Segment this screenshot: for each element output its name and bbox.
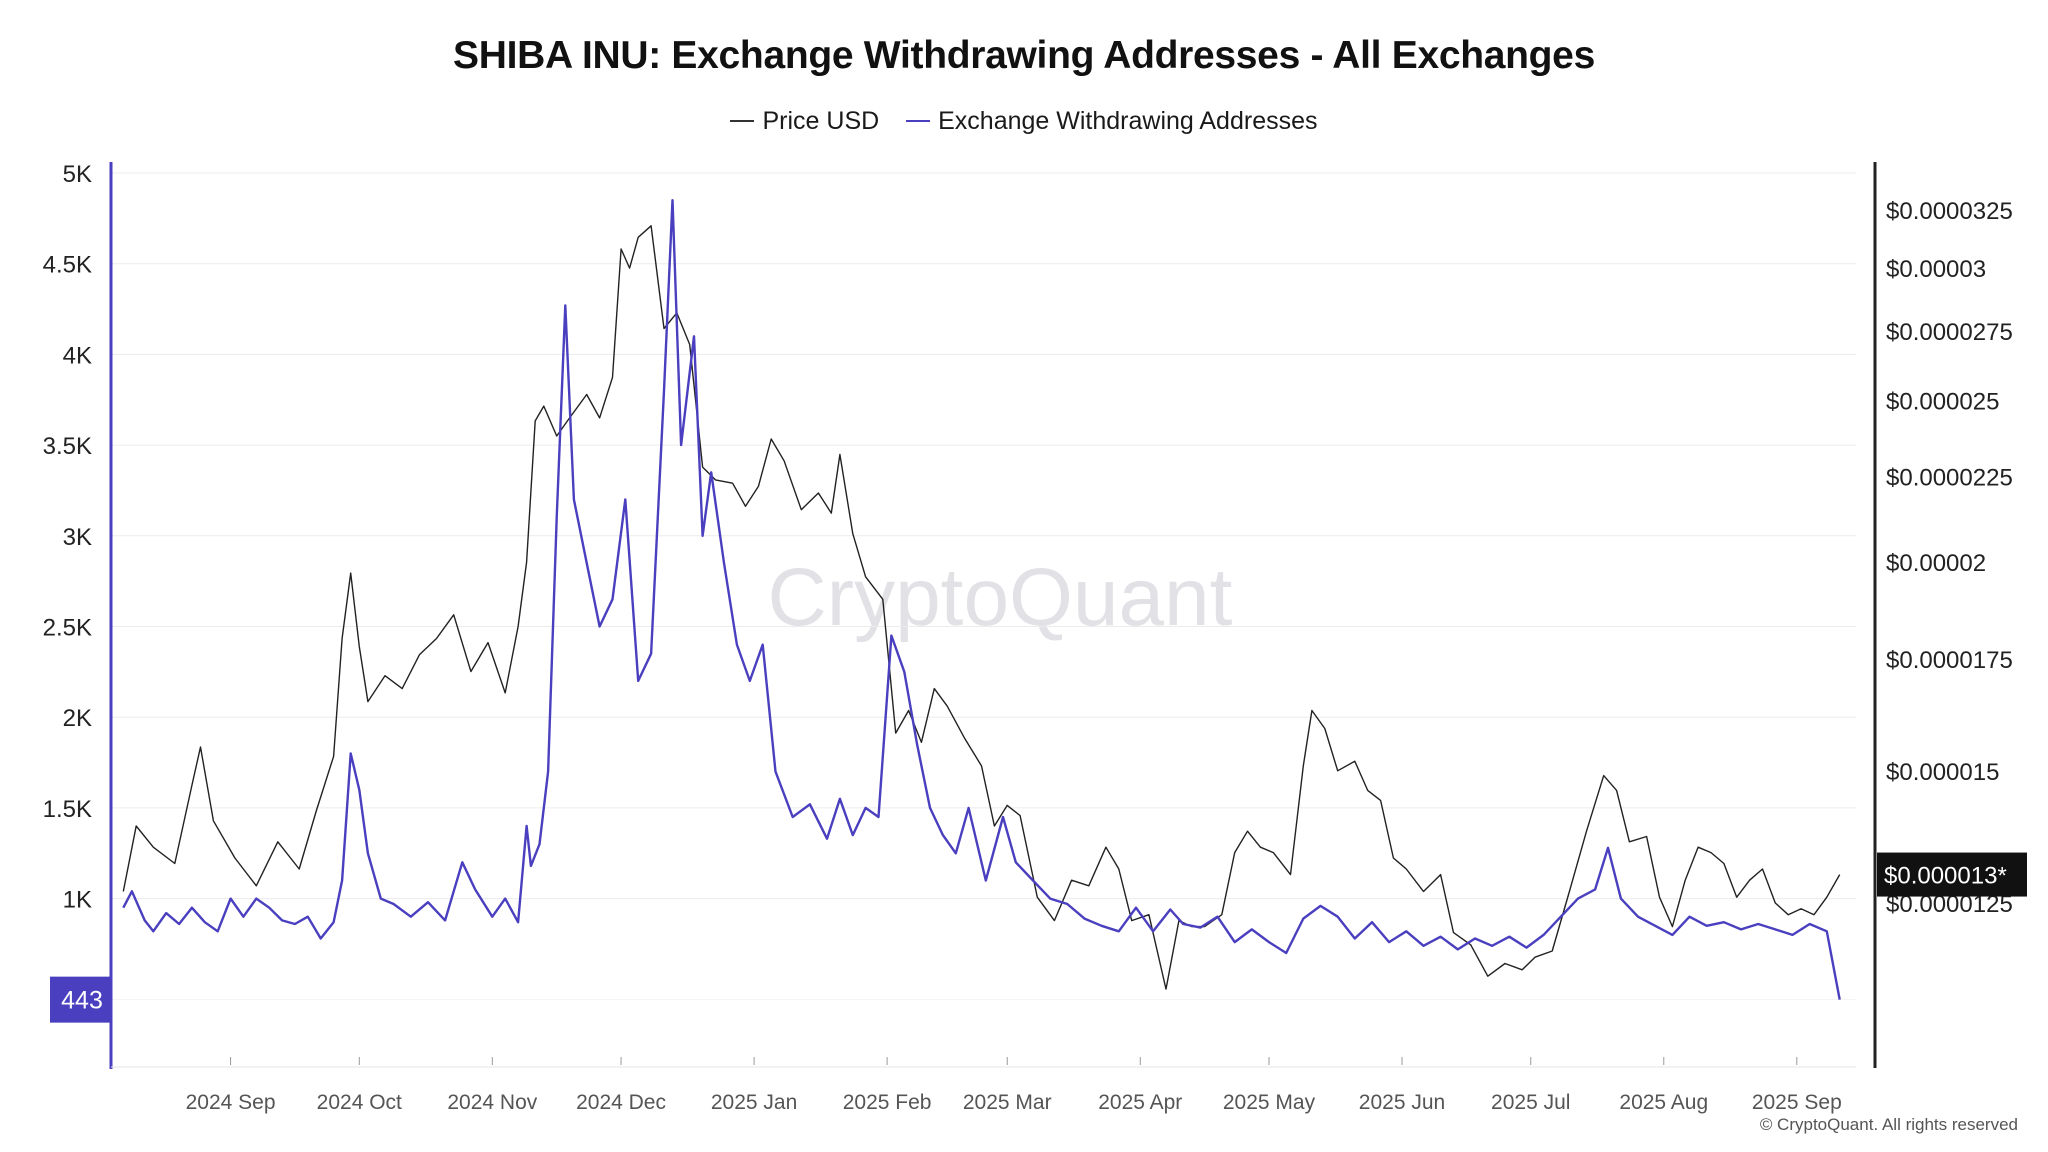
x-tick-label: 2024 Oct — [317, 1091, 402, 1114]
copyright: © CryptoQuant. All rights reserved — [1759, 1115, 2018, 1134]
right-tick-label: $0.0000225 — [1886, 465, 2013, 492]
x-tick-label: 2025 Mar — [963, 1091, 1052, 1114]
chart-title: SHIBA INU: Exchange Withdrawing Addresse… — [453, 34, 1595, 77]
current-value-badge — [50, 976, 111, 1023]
x-tick-label: 2024 Sep — [186, 1091, 276, 1114]
right-tick-label: $0.00003 — [1886, 256, 1986, 283]
x-tick-label: 2025 Sep — [1752, 1091, 1842, 1114]
x-tick-label: 2025 Jan — [711, 1091, 797, 1114]
right-tick-label: $0.00002 — [1886, 550, 1986, 577]
legend-item-price[interactable]: Price USD — [730, 107, 879, 136]
right-tick-label: $0.0000275 — [1886, 319, 2013, 346]
legend-label-addresses: Exchange Withdrawing Addresses — [938, 106, 1318, 135]
current-value-label: 443 — [61, 987, 103, 1015]
current-price-label: $0.000013* — [1884, 863, 2007, 890]
legend-label-price: Price USD — [762, 106, 880, 135]
right-tick-label: $0.0000325 — [1886, 198, 2013, 225]
legend-swatch-price — [730, 120, 755, 122]
x-tick-label: 2025 Feb — [843, 1091, 932, 1114]
series-line-exchange-withdrawing-addresses — [122, 198, 1841, 1000]
right-tick-label: $0.000025 — [1886, 388, 1999, 415]
left-tick-label: 1K — [63, 887, 92, 914]
left-tick-label: 3.5K — [43, 433, 92, 460]
x-tick-label: 2025 Apr — [1098, 1091, 1182, 1114]
x-tick-label: 2025 Jul — [1491, 1091, 1570, 1114]
current-price-badge — [1877, 852, 2027, 897]
x-tick-label: 2025 May — [1223, 1091, 1316, 1114]
series-line-price-usd — [122, 225, 1841, 990]
left-tick-label: 4K — [63, 342, 92, 369]
left-tick-label: 4.5K — [43, 252, 92, 279]
legend-swatch-addresses — [906, 120, 931, 122]
left-tick-label: 1.5K — [43, 796, 92, 823]
x-tick-label: 2024 Dec — [576, 1091, 666, 1114]
legend-item-addresses[interactable]: Exchange Withdrawing Addresses — [906, 106, 1318, 136]
x-tick-label: 2025 Aug — [1619, 1091, 1708, 1114]
right-tick-label: $0.0000175 — [1886, 647, 2013, 674]
left-tick-label: 3K — [63, 524, 92, 551]
left-tick-label: 2K — [63, 705, 92, 732]
x-tick-label: 2024 Nov — [447, 1091, 537, 1114]
watermark: CryptoQuant — [768, 552, 1233, 643]
right-tick-label: $0.000015 — [1886, 759, 1999, 786]
legend: Price USD Exchange Withdrawing Addresses — [0, 100, 2048, 136]
left-tick-label: 2.5K — [43, 615, 92, 642]
left-tick-label: 5K — [63, 161, 92, 188]
x-tick-label: 2025 Jun — [1359, 1091, 1445, 1114]
